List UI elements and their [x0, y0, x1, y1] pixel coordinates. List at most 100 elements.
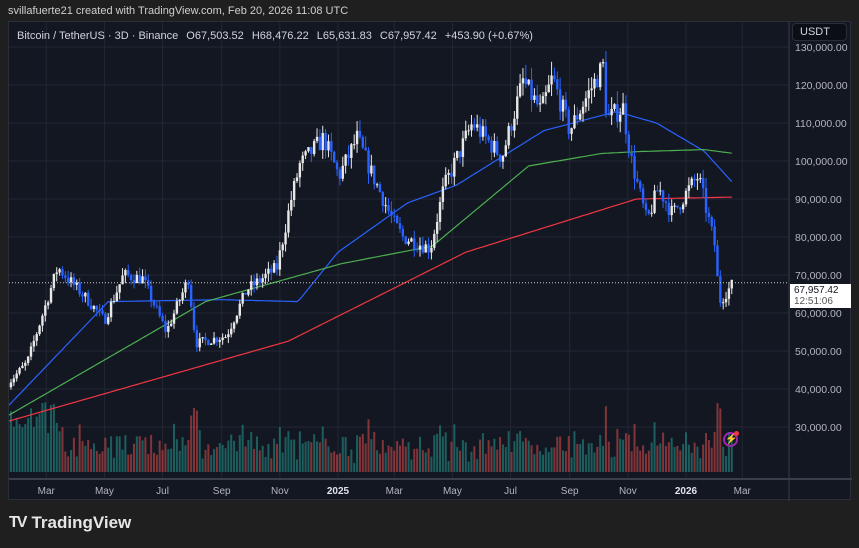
x-tick-label: Jul — [156, 486, 169, 497]
candle-body — [61, 269, 64, 276]
volume-bar — [161, 450, 164, 472]
volume-bar — [490, 446, 493, 472]
candle-body — [681, 204, 685, 210]
candle-body — [95, 305, 98, 311]
volume-bar — [642, 445, 645, 472]
volume-bar — [539, 451, 542, 472]
volume-bar — [310, 442, 313, 472]
volume-bar — [235, 451, 238, 472]
candle-body — [41, 315, 44, 326]
volume-bar — [367, 419, 370, 472]
volume-bar — [630, 451, 633, 472]
candle-body — [433, 233, 436, 248]
volume-bar — [373, 431, 376, 472]
currency-button[interactable]: USDT — [792, 23, 847, 41]
volume-bar — [436, 433, 439, 472]
candle-body — [401, 228, 405, 237]
candle-body — [350, 144, 353, 158]
y-tick-label: 50,000.00 — [795, 346, 842, 358]
volume-bar — [573, 431, 576, 472]
candle-body — [441, 186, 445, 202]
candle-body — [255, 278, 259, 286]
candle-body — [332, 151, 336, 163]
volume-bar — [424, 452, 427, 472]
bar-countdown: 12:51:06 — [794, 296, 833, 307]
candle-body — [724, 298, 728, 303]
volume-bar — [687, 444, 690, 472]
candle-body — [344, 154, 347, 166]
volume-bar — [284, 437, 287, 472]
candle-body — [650, 212, 653, 214]
candle-body — [172, 313, 176, 324]
tradingview-logo: TV TradingView — [9, 513, 131, 533]
volume-bar — [376, 450, 379, 472]
volume-bar — [622, 439, 625, 472]
volume-bar — [682, 444, 685, 472]
volume-bar — [716, 403, 719, 472]
candle-body — [87, 292, 90, 306]
volume-bar — [579, 443, 582, 472]
candle-body — [547, 84, 550, 93]
candle-body — [241, 292, 244, 304]
y-tick-label: 40,000.00 — [795, 384, 842, 396]
candle-body — [567, 109, 570, 134]
candle-body — [418, 245, 422, 250]
volume-bar — [439, 425, 442, 472]
symbol-label[interactable]: Bitcoin / TetherUS · 3D · Binance — [17, 30, 179, 42]
volume-bar — [470, 451, 473, 472]
candle-body — [327, 141, 330, 151]
volume-bar — [493, 438, 496, 472]
volume-bar — [556, 436, 559, 472]
volume-bar — [662, 432, 665, 472]
volume-bar — [407, 442, 410, 472]
candle-body — [421, 245, 425, 253]
chart-panel[interactable]: Bitcoin / TetherUS · 3D · Binance O67,50… — [8, 21, 852, 501]
volume-bar — [35, 416, 38, 472]
volume-bar — [685, 432, 687, 472]
candle-body — [467, 130, 470, 132]
candle-body — [596, 78, 599, 88]
candle-body — [78, 282, 81, 295]
volume-bar — [307, 440, 310, 472]
candle-body — [619, 114, 622, 122]
candle-body — [72, 277, 76, 285]
x-tick-label: Mar — [386, 486, 404, 497]
volume-bar — [55, 422, 58, 472]
volume-bar — [255, 436, 258, 472]
volume-bar — [233, 440, 236, 472]
volume-bar — [513, 441, 516, 472]
volume-bar — [67, 456, 70, 472]
lightning-icon[interactable]: ⚡ — [723, 431, 739, 447]
volume-bar — [676, 445, 679, 472]
volume-bar — [456, 447, 459, 472]
candle-body — [38, 325, 41, 335]
chart-credit: svillafuerte21 created with TradingView.… — [8, 5, 349, 17]
candle-body — [152, 301, 156, 306]
candle-body — [481, 126, 485, 137]
candle-body — [267, 268, 270, 274]
y-tick-label: 30,000.00 — [795, 422, 842, 434]
volume-bar — [41, 402, 44, 472]
volume-bar — [52, 404, 55, 472]
volume-bar — [361, 433, 364, 472]
candle-body — [573, 115, 576, 129]
volume-bar — [347, 455, 350, 472]
x-tick-label: Sep — [213, 486, 231, 497]
candle-body — [696, 179, 699, 181]
candle-body — [204, 337, 207, 341]
candle-body — [553, 75, 556, 80]
price-chart[interactable]: 130,000.00 120,000.00 110,000.00 100,000.00… — [9, 22, 852, 501]
volume-bar — [170, 448, 173, 472]
candle-body — [679, 207, 682, 210]
volume-bar — [21, 427, 24, 472]
volume-bar — [519, 431, 522, 472]
volume-bar — [616, 428, 619, 472]
volume-bar — [187, 439, 190, 472]
volume-bar — [396, 441, 399, 472]
volume-bar — [593, 452, 596, 472]
volume-bar — [132, 443, 135, 472]
candle-body — [604, 62, 608, 114]
candle-body — [212, 337, 216, 344]
candle-body — [44, 305, 47, 316]
candle-body — [287, 210, 290, 233]
